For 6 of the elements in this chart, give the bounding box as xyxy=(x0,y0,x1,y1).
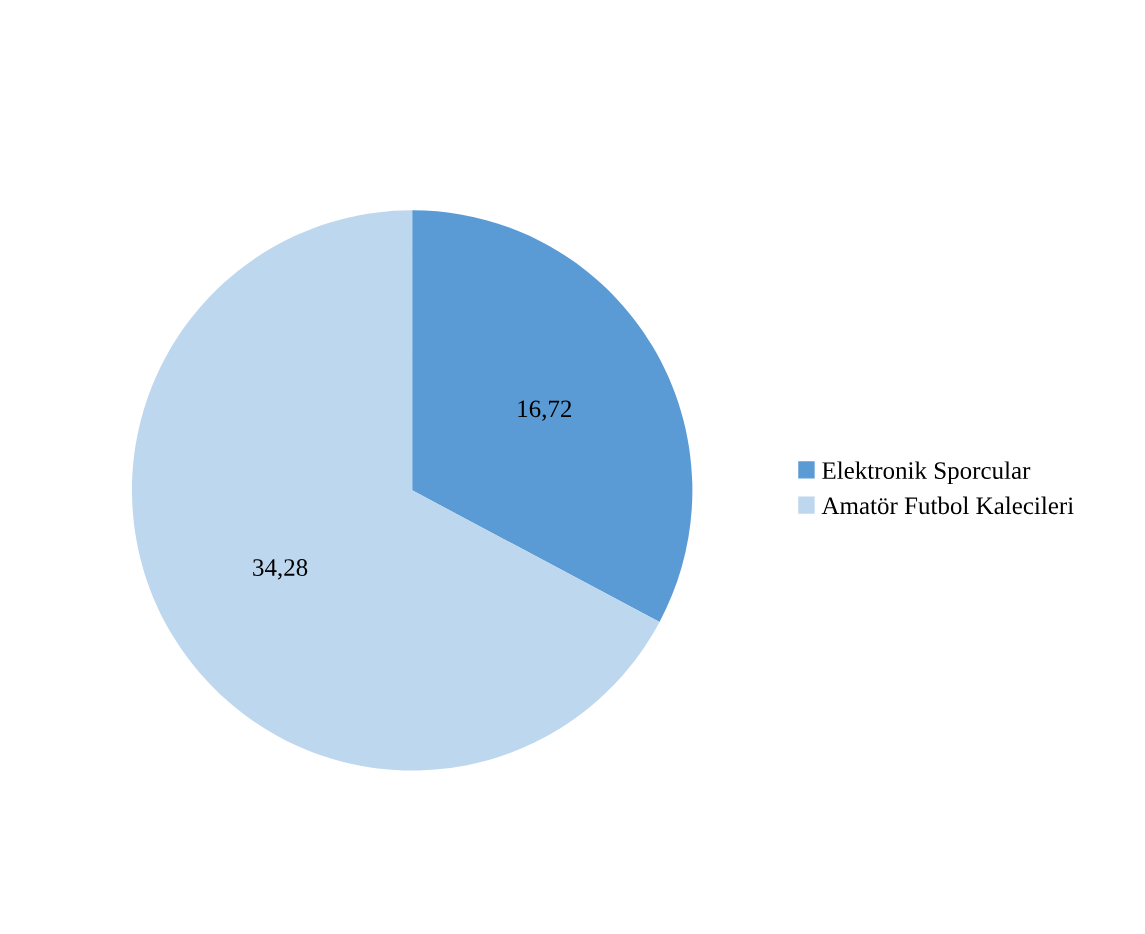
data-label: 34,28 xyxy=(253,559,308,580)
legend-label: Elektronik Sporcular xyxy=(822,461,1031,485)
legend-label: Amatör Futbol Kalecileri xyxy=(821,496,1074,515)
pie-slice xyxy=(132,210,660,771)
pie-slice xyxy=(412,210,693,622)
data-label: 16,72 xyxy=(518,400,572,421)
